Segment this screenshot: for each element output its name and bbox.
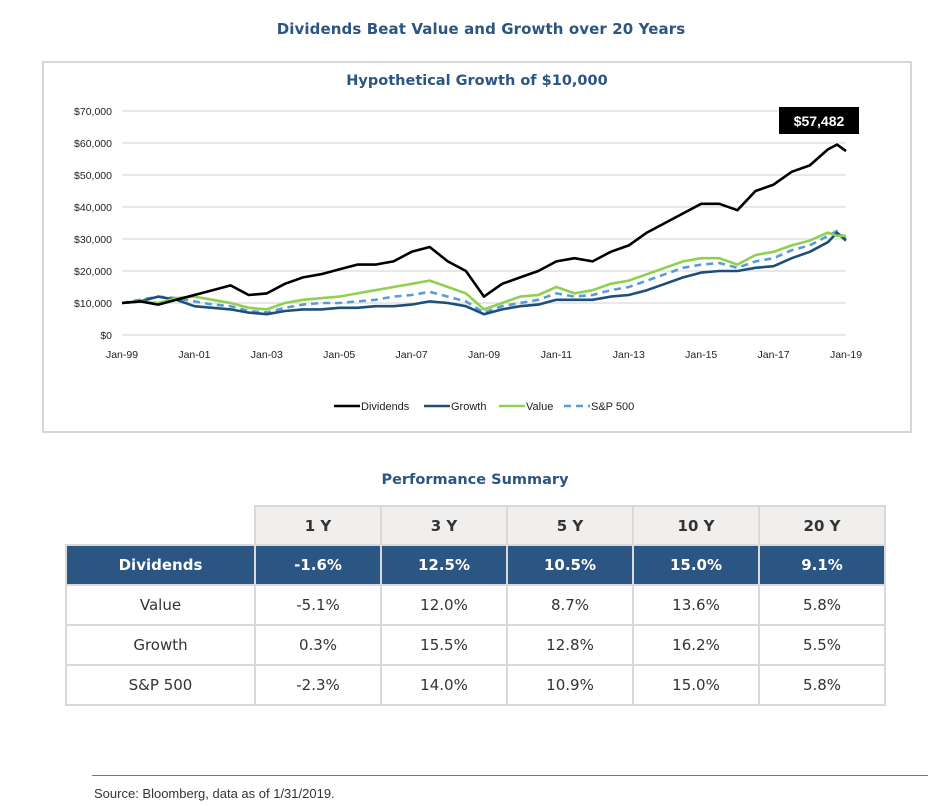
x-tick-label: Jan-17	[758, 349, 790, 361]
x-tick-label: Jan-03	[251, 349, 283, 361]
x-tick-label: Jan-15	[685, 349, 717, 361]
y-tick-label: $30,000	[74, 234, 112, 246]
y-tick-label: $50,000	[74, 170, 112, 182]
table-row-dividends: Dividends -1.6% 12.5% 10.5% 15.0% 9.1%	[65, 544, 886, 586]
row-label: S&P 500	[65, 664, 256, 706]
table-cell: 13.6%	[632, 584, 760, 626]
x-tick-label: Jan-19	[830, 349, 862, 361]
table-cell: 0.3%	[254, 624, 382, 666]
row-label: Dividends	[65, 544, 256, 586]
x-tick-label: Jan-11	[541, 349, 572, 361]
table-corner	[66, 506, 255, 545]
table-cell: 12.0%	[380, 584, 508, 626]
table-cell: -5.1%	[254, 584, 382, 626]
table-cell: 16.2%	[632, 624, 760, 666]
table-cell: 15.5%	[380, 624, 508, 666]
row-label: Growth	[65, 624, 256, 666]
table-cell: 12.8%	[506, 624, 634, 666]
chart-panel: Hypothetical Growth of $10,000 $0 $10,000…	[42, 61, 912, 433]
legend-label: Growth	[451, 401, 486, 413]
row-label: Value	[65, 584, 256, 626]
table-cell: -1.6%	[254, 544, 382, 586]
legend-label: S&P 500	[591, 401, 634, 413]
x-tick-label: Jan-05	[323, 349, 355, 361]
x-tick-label: Jan-09	[468, 349, 500, 361]
x-tick-label: Jan-01	[178, 349, 210, 361]
y-tick-label: $60,000	[74, 138, 112, 150]
column-header: 5 Y	[506, 505, 634, 546]
y-tick-label: $40,000	[74, 202, 112, 214]
series-line-growth	[121, 231, 847, 316]
table-cell: 5.5%	[758, 624, 886, 666]
chart-title: Hypothetical Growth of $10,000	[346, 73, 608, 89]
table-cell: 5.8%	[758, 664, 886, 706]
x-tick-label: Jan-07	[396, 349, 428, 361]
table-cell: 10.9%	[506, 664, 634, 706]
table-cell: 15.0%	[632, 544, 760, 586]
line-chart: $0 $10,000 $20,000 $30,000 $40,000 $50,000 $60…	[74, 106, 862, 413]
column-header: 10 Y	[632, 505, 760, 546]
callout-box	[779, 107, 859, 134]
column-header: 1 Y	[254, 505, 382, 546]
series-line-dividends	[121, 143, 847, 306]
y-tick-label: $70,000	[74, 106, 112, 118]
y-tick-label: $10,000	[74, 298, 112, 310]
performance-summary-table: 1 Y 3 Y 5 Y 10 Y 20 Y Dividends -1.6% 12…	[65, 505, 886, 706]
column-header: 20 Y	[758, 505, 886, 546]
table-cell: 8.7%	[506, 584, 634, 626]
series-line-s-p-500	[121, 229, 847, 314]
x-tick-label: Jan-13	[613, 349, 645, 361]
y-tick-label: $20,000	[74, 266, 112, 278]
table-cell: 15.0%	[632, 664, 760, 706]
y-tick-label: $0	[100, 330, 112, 342]
table-cell: -2.3%	[254, 664, 382, 706]
table-cell: 12.5%	[380, 544, 508, 586]
table-cell: 9.1%	[758, 544, 886, 586]
x-tick-label: Jan-99	[106, 349, 138, 361]
table-row-sp500: S&P 500 -2.3% 14.0% 10.9% 15.0% 5.8%	[65, 664, 886, 706]
legend-label: Dividends	[361, 401, 410, 413]
table-cell: 10.5%	[506, 544, 634, 586]
callout-label: $57,482	[794, 113, 845, 129]
table-cell: 14.0%	[380, 664, 508, 706]
table-row-growth: Growth 0.3% 15.5% 12.8% 16.2% 5.5%	[65, 624, 886, 666]
table-row-value: Value -5.1% 12.0% 8.7% 13.6% 5.8%	[65, 584, 886, 626]
table-header-row: 1 Y 3 Y 5 Y 10 Y 20 Y	[66, 505, 886, 546]
column-header: 3 Y	[380, 505, 508, 546]
table-cell: 5.8%	[758, 584, 886, 626]
legend-label: Value	[526, 401, 553, 413]
source-note: Source: Bloomberg, data as of 1/31/2019.	[94, 786, 335, 801]
series-line-value	[121, 231, 846, 311]
page-title: Dividends Beat Value and Growth over 20 …	[276, 20, 686, 38]
footer-divider	[92, 775, 928, 776]
performance-summary-title: Performance Summary	[381, 472, 569, 488]
